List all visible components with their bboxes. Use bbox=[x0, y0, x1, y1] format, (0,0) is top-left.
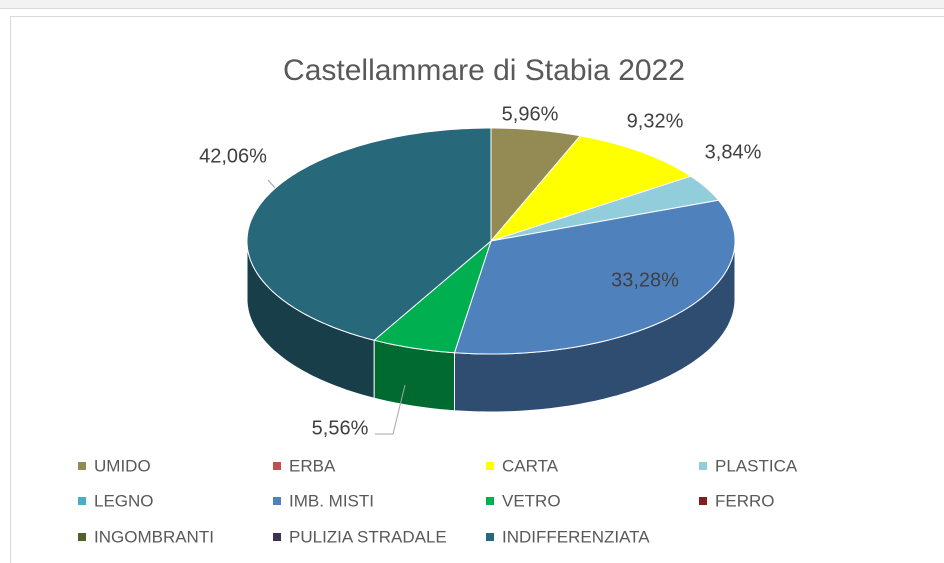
leader-line bbox=[375, 384, 406, 435]
legend-label: INDIFFERENZIATA bbox=[502, 527, 650, 546]
data-labels: 5,96% 9,32% 3,84% 33,28% 5,56% 42,06% bbox=[199, 103, 761, 439]
data-label: 5,96% bbox=[502, 103, 559, 125]
legend-label: CARTA bbox=[502, 456, 559, 475]
legend-swatch bbox=[699, 462, 707, 470]
legend-swatch bbox=[486, 533, 494, 541]
pie-slice bbox=[373, 239, 493, 354]
data-label: 33,28% bbox=[611, 269, 679, 291]
legend-swatch bbox=[273, 462, 281, 470]
legend-swatch bbox=[486, 462, 494, 470]
pie-slice bbox=[490, 175, 720, 242]
pie-slice bbox=[490, 127, 582, 243]
legend-label: UMIDO bbox=[94, 456, 151, 475]
pie-slice bbox=[489, 135, 693, 243]
pie-sides bbox=[246, 241, 736, 413]
legend-swatch bbox=[486, 497, 494, 505]
pie-tops bbox=[246, 127, 736, 355]
top-strip bbox=[0, 0, 944, 8]
legend-label: PULIZIA STRADALE bbox=[289, 527, 447, 546]
data-label: 9,32% bbox=[627, 110, 684, 132]
pie-slice bbox=[246, 127, 492, 341]
pie-slice bbox=[453, 199, 736, 355]
legend-label: LEGNO bbox=[94, 491, 154, 510]
legend-swatch bbox=[78, 533, 86, 541]
data-label: 42,06% bbox=[199, 145, 267, 167]
legend-swatch bbox=[78, 462, 86, 470]
legend-label: VETRO bbox=[502, 491, 561, 510]
legend-swatch bbox=[699, 497, 707, 505]
legend-swatch bbox=[273, 533, 281, 541]
legend: UMIDO ERBA CARTA PLASTICA LEGNO IMB. MISTI VET… bbox=[78, 456, 798, 546]
leader-line bbox=[267, 179, 276, 189]
legend-label: FERRO bbox=[715, 491, 775, 510]
data-label: 3,84% bbox=[705, 141, 762, 163]
data-label: 5,56% bbox=[312, 417, 369, 439]
legend-swatch bbox=[78, 497, 86, 505]
legend-swatch bbox=[273, 497, 281, 505]
legend-label: PLASTICA bbox=[715, 456, 798, 475]
legend-label: INGOMBRANTI bbox=[94, 527, 214, 546]
legend-label: ERBA bbox=[289, 456, 336, 475]
legend-label: IMB. MISTI bbox=[289, 491, 374, 510]
chart-title: Castellammare di Stabia 2022 bbox=[283, 54, 685, 87]
